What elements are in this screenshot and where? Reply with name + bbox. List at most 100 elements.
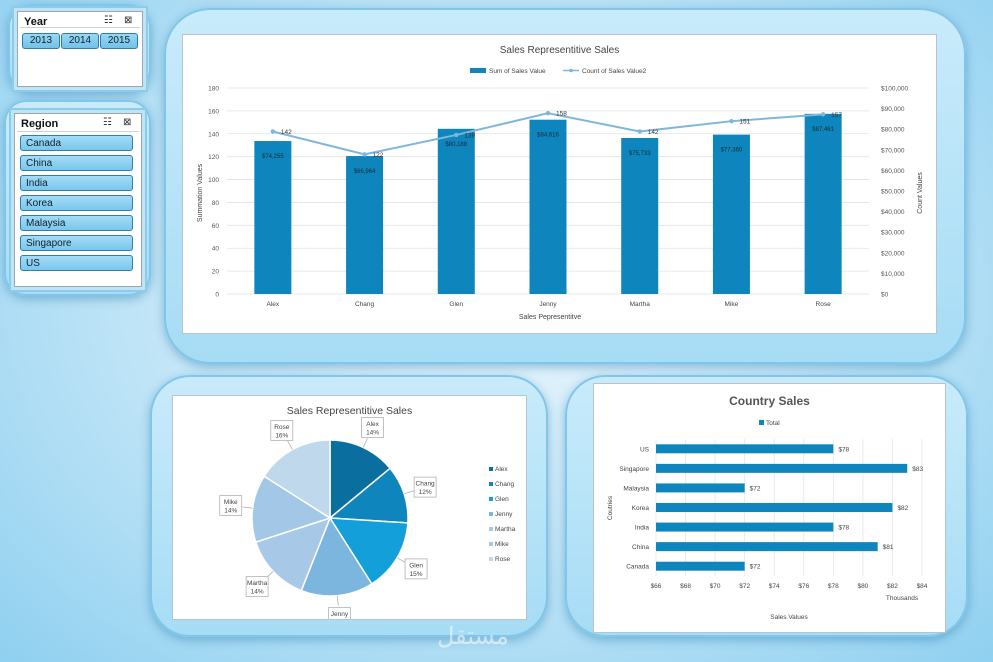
y-right-tick-label: $0 bbox=[881, 292, 889, 299]
pie-legend-swatch bbox=[489, 497, 493, 501]
y-axis-label: Coutries bbox=[607, 495, 614, 520]
region-slicer-title: Region bbox=[21, 118, 59, 130]
bar-value-label: $77,360 bbox=[721, 148, 743, 154]
pie-legend-label: Jenny bbox=[495, 511, 513, 518]
region-button-korea[interactable]: Korea bbox=[20, 195, 133, 211]
country-bar-value-label: $81 bbox=[883, 544, 894, 551]
y-tick-label: Korea bbox=[632, 505, 650, 512]
y-left-tick-label: 80 bbox=[212, 200, 220, 207]
y-tick-label: India bbox=[635, 525, 649, 532]
x-tick-label: $84 bbox=[917, 583, 928, 590]
y-tick-label: China bbox=[632, 544, 649, 551]
divider bbox=[17, 131, 139, 132]
count-point bbox=[362, 152, 367, 157]
country-chart-card[interactable]: Country Sales Total Coutries Sales Value… bbox=[593, 383, 946, 633]
country-bar-korea bbox=[656, 503, 893, 512]
region-button-malaysia[interactable]: Malaysia bbox=[20, 215, 133, 231]
country-bar-value-label: $78 bbox=[838, 446, 849, 453]
y-right-tick-label: $100,000 bbox=[881, 86, 908, 93]
region-button-china[interactable]: China bbox=[20, 155, 133, 171]
year-slicer-title: Year bbox=[24, 16, 48, 28]
pie-legend-swatch bbox=[489, 557, 493, 561]
country-bar-malaysia bbox=[656, 483, 745, 493]
pie-slice-alex bbox=[329, 439, 392, 520]
x-tick-label: Rose bbox=[816, 301, 832, 308]
y-right-tick-label: $70,000 bbox=[881, 147, 905, 154]
legend-total-swatch bbox=[759, 420, 764, 425]
pie-label-box bbox=[270, 420, 294, 441]
y-tick-label: Canada bbox=[626, 564, 649, 571]
pie-legend-swatch bbox=[489, 482, 493, 486]
bar-glen bbox=[437, 128, 475, 294]
pie-slice-rose bbox=[263, 439, 331, 520]
pie-leader-line bbox=[337, 595, 339, 606]
pie-slice-mike bbox=[251, 475, 332, 544]
country-bar-us bbox=[656, 444, 834, 454]
country-chart-title: Country Sales bbox=[729, 394, 810, 408]
bar-alex bbox=[254, 141, 292, 294]
bar-value-label: $87,461 bbox=[812, 127, 834, 133]
count-point bbox=[454, 132, 459, 138]
y-right-tick-label: $40,000 bbox=[881, 209, 905, 216]
y-axis-right-label: Count Values bbox=[917, 172, 924, 214]
pie-legend-label: Rose bbox=[495, 556, 511, 563]
pie-label-pct: 14% bbox=[251, 588, 264, 595]
region-button-singapore[interactable]: Singapore bbox=[20, 235, 133, 251]
pie-leader-line bbox=[404, 490, 414, 495]
pie-legend-swatch bbox=[489, 542, 493, 546]
bar-value-label: $74,255 bbox=[262, 154, 284, 160]
clear-filter-icon[interactable]: ⊠ bbox=[124, 15, 133, 26]
country-bar-value-label: $82 bbox=[897, 505, 908, 512]
combo-chart-card[interactable]: Sales Representitive Sales Sum of Sales … bbox=[182, 34, 937, 334]
x-axis-label: Sales Values bbox=[770, 614, 808, 621]
y-tick-label: US bbox=[640, 446, 650, 453]
x-tick-label: $74 bbox=[769, 583, 780, 590]
y-left-tick-label: 40 bbox=[212, 246, 220, 253]
x-tick-label: $66 bbox=[651, 583, 662, 590]
pie-chart-title: Sales Representitive Sales bbox=[286, 405, 413, 417]
pie-legend-label: Alex bbox=[495, 466, 508, 473]
pie-chart-card[interactable]: Sales Representitive Sales Alex 14% Chang 1… bbox=[172, 395, 527, 620]
count-point bbox=[270, 129, 276, 134]
pie-label-box bbox=[361, 417, 384, 438]
bar-jenny bbox=[529, 119, 567, 294]
pie-label-name: Chang bbox=[416, 481, 436, 488]
multi-select-icon[interactable]: ☷ bbox=[103, 117, 112, 128]
pie-label-pct: 16% bbox=[275, 432, 288, 439]
bar-mike bbox=[712, 134, 750, 294]
legend-line-marker bbox=[569, 68, 573, 73]
region-button-india[interactable]: India bbox=[20, 175, 133, 191]
region-button-canada[interactable]: Canada bbox=[20, 135, 133, 151]
count-point bbox=[820, 112, 826, 117]
bar-value-label: $75,733 bbox=[629, 151, 651, 157]
year-button-2015[interactable]: 2015 bbox=[100, 33, 138, 49]
count-value-label: 158 bbox=[556, 111, 567, 118]
x-axis-units-label: Thousands bbox=[886, 595, 919, 602]
count-value-label: 139 bbox=[464, 132, 475, 139]
y-left-tick-label: 140 bbox=[208, 131, 219, 138]
x-tick-label: Mike bbox=[725, 301, 739, 308]
pie-chart: Alex14%Chang12%Glen15%Jenny15%Martha14%M… bbox=[219, 417, 516, 619]
legend-bar-label: Sum of Sales Value bbox=[489, 68, 546, 75]
legend-bar-swatch bbox=[470, 68, 486, 73]
clear-filter-icon[interactable]: ⊠ bbox=[123, 117, 132, 128]
count-value-label: 157 bbox=[831, 112, 842, 119]
year-button-2014[interactable]: 2014 bbox=[61, 33, 99, 49]
year-button-2013[interactable]: 2013 bbox=[22, 33, 60, 49]
x-tick-label: $76 bbox=[798, 583, 809, 590]
y-right-tick-label: $80,000 bbox=[881, 127, 905, 134]
region-button-us[interactable]: US bbox=[20, 255, 133, 271]
pie-leader-line bbox=[362, 438, 368, 448]
watermark: مستقل bbox=[437, 622, 509, 650]
bar-value-label: $84,616 bbox=[537, 133, 559, 139]
y-left-tick-label: 180 bbox=[208, 86, 219, 93]
pie-label-box bbox=[413, 476, 437, 498]
x-tick-label: $82 bbox=[887, 583, 898, 590]
combo-chart-title: Sales Representitive Sales bbox=[499, 45, 620, 56]
multi-select-icon[interactable]: ☷ bbox=[104, 15, 113, 26]
x-tick-label: Alex bbox=[267, 301, 280, 308]
country-bar-chart: Total Coutries Sales Values Thousands $6… bbox=[607, 420, 928, 621]
pie-legend-label: Chang bbox=[495, 481, 515, 488]
bar-value-label: $66,964 bbox=[354, 169, 376, 175]
x-tick-label: $70 bbox=[710, 583, 721, 590]
